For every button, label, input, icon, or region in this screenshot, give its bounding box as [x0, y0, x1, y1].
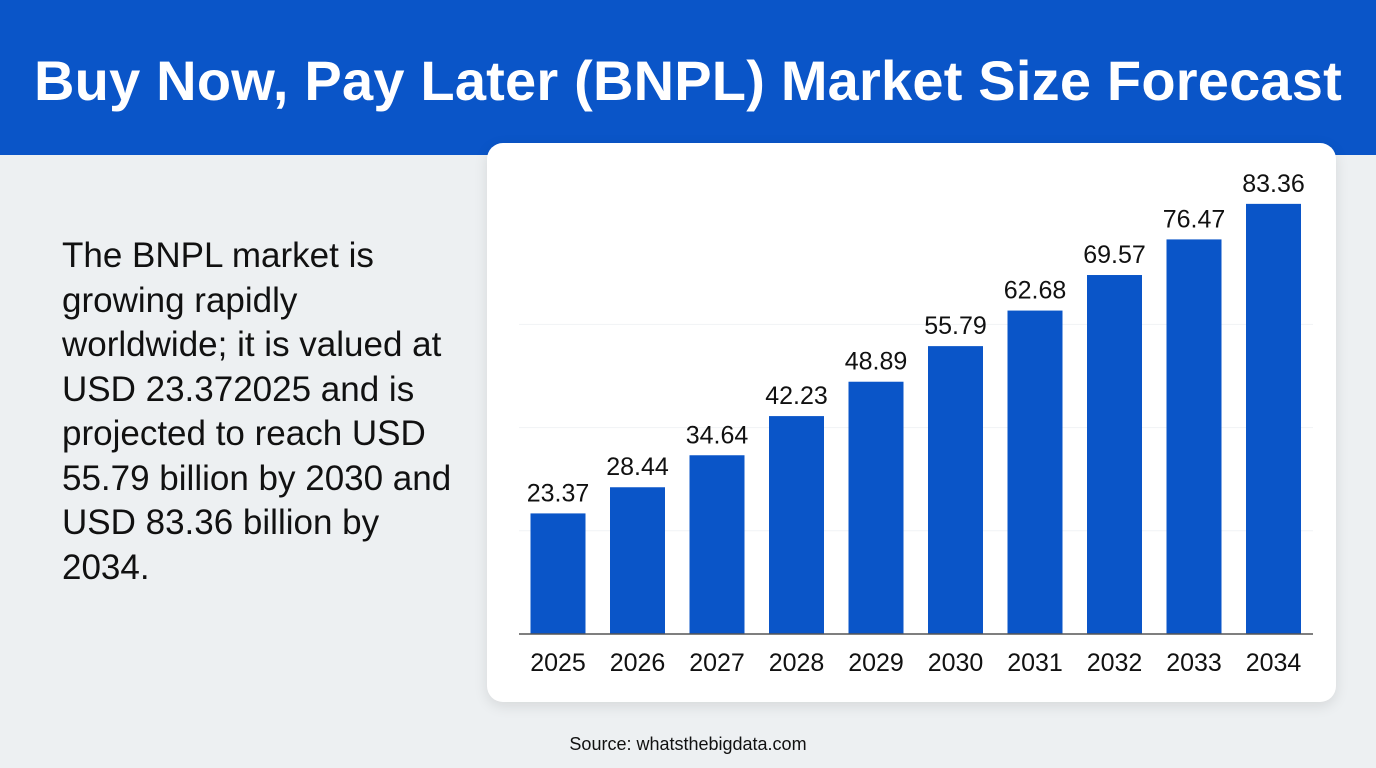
source-note: Source: whatsthebigdata.com — [569, 734, 807, 754]
bar-2028 — [769, 416, 824, 634]
bar-chart: 23.37 28.44 34.64 42.23 48.89 55.79 62.68 69.57… — [519, 170, 1313, 677]
value-label-2027: 34.64 — [686, 421, 749, 449]
value-label-2025: 23.37 — [527, 479, 590, 507]
x-tick-2032: 2032 — [1087, 649, 1143, 677]
value-label-2032: 69.57 — [1083, 241, 1146, 269]
x-tick-2033: 2033 — [1166, 649, 1222, 677]
x-tick-2028: 2028 — [769, 649, 825, 677]
x-tick-2025: 2025 — [530, 649, 586, 677]
bar-2030 — [928, 346, 983, 634]
value-label-2029: 48.89 — [845, 348, 908, 376]
bar-2025 — [530, 513, 586, 634]
value-label-2033: 76.47 — [1163, 205, 1226, 233]
summary-text: The BNPL market is growing rapidly world… — [62, 236, 452, 587]
bar-2032 — [1087, 275, 1142, 634]
value-label-2031: 62.68 — [1004, 277, 1067, 305]
x-tick-2034: 2034 — [1246, 649, 1302, 677]
value-label-2026: 28.44 — [606, 453, 669, 481]
x-axis-ticks: 2025 2026 2027 2028 2029 2030 2031 2032 2033 2034 — [530, 649, 1301, 677]
value-label-2030: 55.79 — [924, 312, 987, 340]
page-title: Buy Now, Pay Later (BNPL) Market Size Fo… — [34, 49, 1342, 112]
header-banner: Buy Now, Pay Later (BNPL) Market Size Fo… — [0, 0, 1376, 155]
x-tick-2029: 2029 — [848, 649, 904, 677]
value-labels: 23.37 28.44 34.64 42.23 48.89 55.79 62.68 69.57… — [527, 170, 1305, 508]
x-tick-2030: 2030 — [928, 649, 984, 677]
value-label-2028: 42.23 — [765, 382, 828, 410]
bar-2027 — [689, 455, 745, 634]
bar-2031 — [1007, 310, 1063, 634]
value-label-2034: 83.36 — [1242, 170, 1305, 198]
bar-2026 — [610, 487, 665, 634]
x-tick-2031: 2031 — [1007, 649, 1063, 677]
bars — [530, 203, 1301, 634]
x-tick-2027: 2027 — [689, 649, 745, 677]
bar-2033 — [1166, 239, 1222, 634]
x-tick-2026: 2026 — [610, 649, 666, 677]
chart-card: 23.37 28.44 34.64 42.23 48.89 55.79 62.68 69.57… — [487, 143, 1336, 702]
bar-2029 — [848, 381, 904, 634]
bar-2034 — [1246, 203, 1301, 634]
